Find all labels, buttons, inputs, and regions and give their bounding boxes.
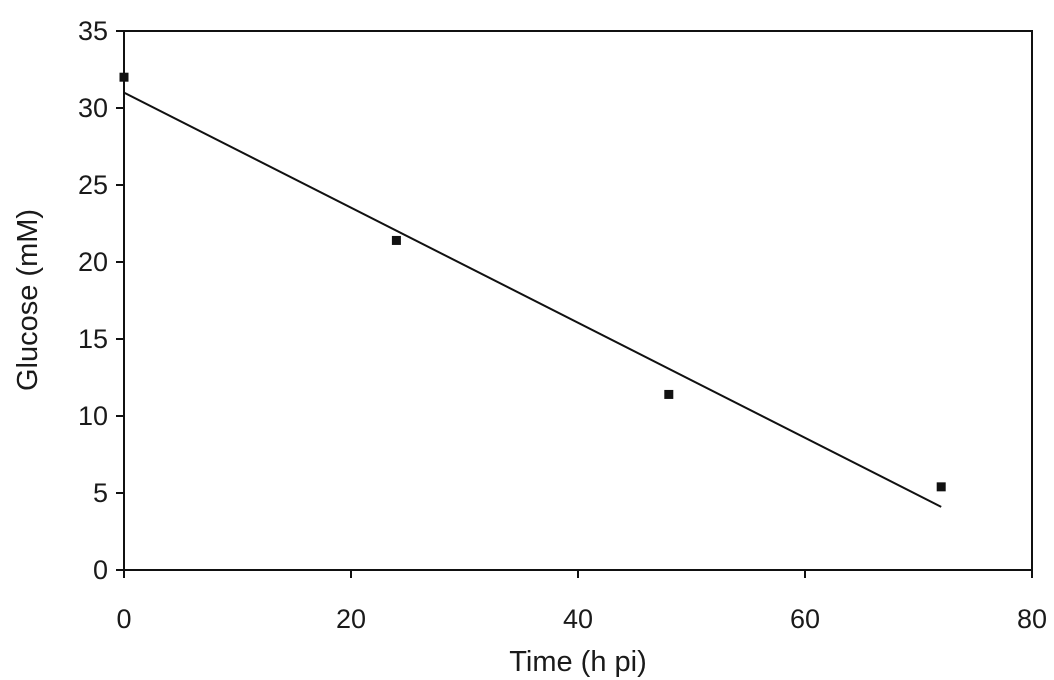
x-axis: 0 20 40 60 80 — [116, 570, 1047, 634]
y-axis: 0 5 10 15 20 25 30 35 — [78, 16, 124, 585]
trendline-group — [123, 91, 942, 508]
y-axis-title: Glucose (mM) — [12, 209, 44, 391]
data-point — [936, 482, 946, 492]
y-tick-label: 35 — [78, 16, 108, 46]
plot-frame — [123, 30, 1033, 571]
data-point — [391, 235, 401, 245]
data-point — [119, 72, 129, 82]
y-tick-label: 10 — [78, 401, 108, 431]
y-tick-label: 25 — [78, 170, 108, 200]
y-tick-label: 0 — [93, 555, 108, 585]
x-tick-label: 60 — [790, 604, 820, 634]
y-tick-label: 5 — [93, 478, 108, 508]
x-tick-label: 40 — [563, 604, 593, 634]
x-tick-label: 80 — [1017, 604, 1047, 634]
x-axis-title: Time (h pi) — [509, 646, 647, 678]
data-points — [119, 72, 946, 492]
data-point — [664, 389, 674, 399]
y-tick-label: 15 — [78, 324, 108, 354]
y-tick-label: 20 — [78, 247, 108, 277]
x-tick-label: 0 — [116, 604, 131, 634]
trendline — [123, 91, 942, 508]
y-tick-label: 30 — [78, 93, 108, 123]
x-tick-label: 20 — [336, 604, 366, 634]
